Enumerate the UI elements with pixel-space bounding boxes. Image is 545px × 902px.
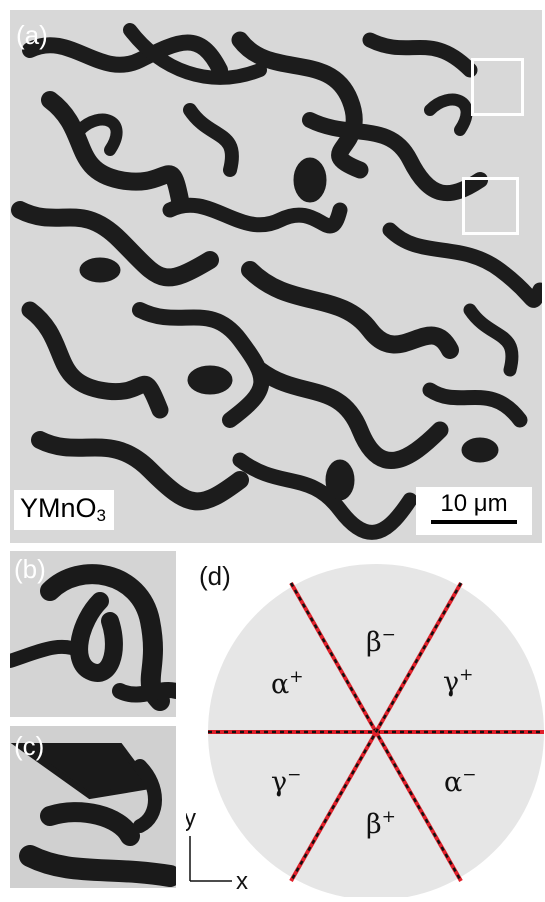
sector-label-upper-right: γ+ (443, 665, 473, 698)
zoom-micrograph-c (10, 726, 176, 888)
zoom-region-box-c (462, 177, 519, 235)
micrograph-ymno3 (10, 10, 542, 543)
panel-c-letter: (c) (14, 731, 45, 761)
material-label: YMnO3 (14, 490, 114, 530)
material-formula: YMnO (20, 493, 97, 523)
x-axis-label: x (236, 868, 248, 895)
sector-label-top: β− (366, 625, 396, 658)
domain-wall-diagonal-2-black (289, 582, 463, 882)
domain-pattern-image (11, 23, 542, 540)
vortex-diagram-svg: β− γ+ α− β+ γ− α+ y x (184, 564, 544, 900)
domain-wall-lines (208, 582, 544, 882)
sector-label-bottom: β+ (366, 807, 396, 840)
axes-indicator: y x (184, 805, 248, 895)
domain-zoom-b-image (10, 564, 176, 711)
panel-a-letter: (a) (16, 20, 48, 50)
sector-label-lower-left: γ− (271, 765, 301, 798)
scale-bar-label: 10 μm (440, 490, 508, 517)
sector-label-lower-right: α− (444, 765, 476, 798)
domain-zoom-c-image (10, 743, 176, 887)
panel-d-letter: (d) (199, 561, 231, 591)
vortex-diagram: β− γ+ α− β+ γ− α+ y x (184, 551, 545, 900)
sector-label-upper-left: α+ (271, 667, 303, 700)
scale-bar (431, 520, 517, 524)
zoom-region-box-b (471, 58, 524, 116)
zoom-micrograph-b (10, 551, 176, 717)
scale-bar-box: 10 μm (416, 487, 532, 535)
y-axis-label: y (186, 805, 196, 832)
material-subscript: 3 (96, 506, 106, 525)
panel-b-letter: (b) (14, 554, 46, 584)
